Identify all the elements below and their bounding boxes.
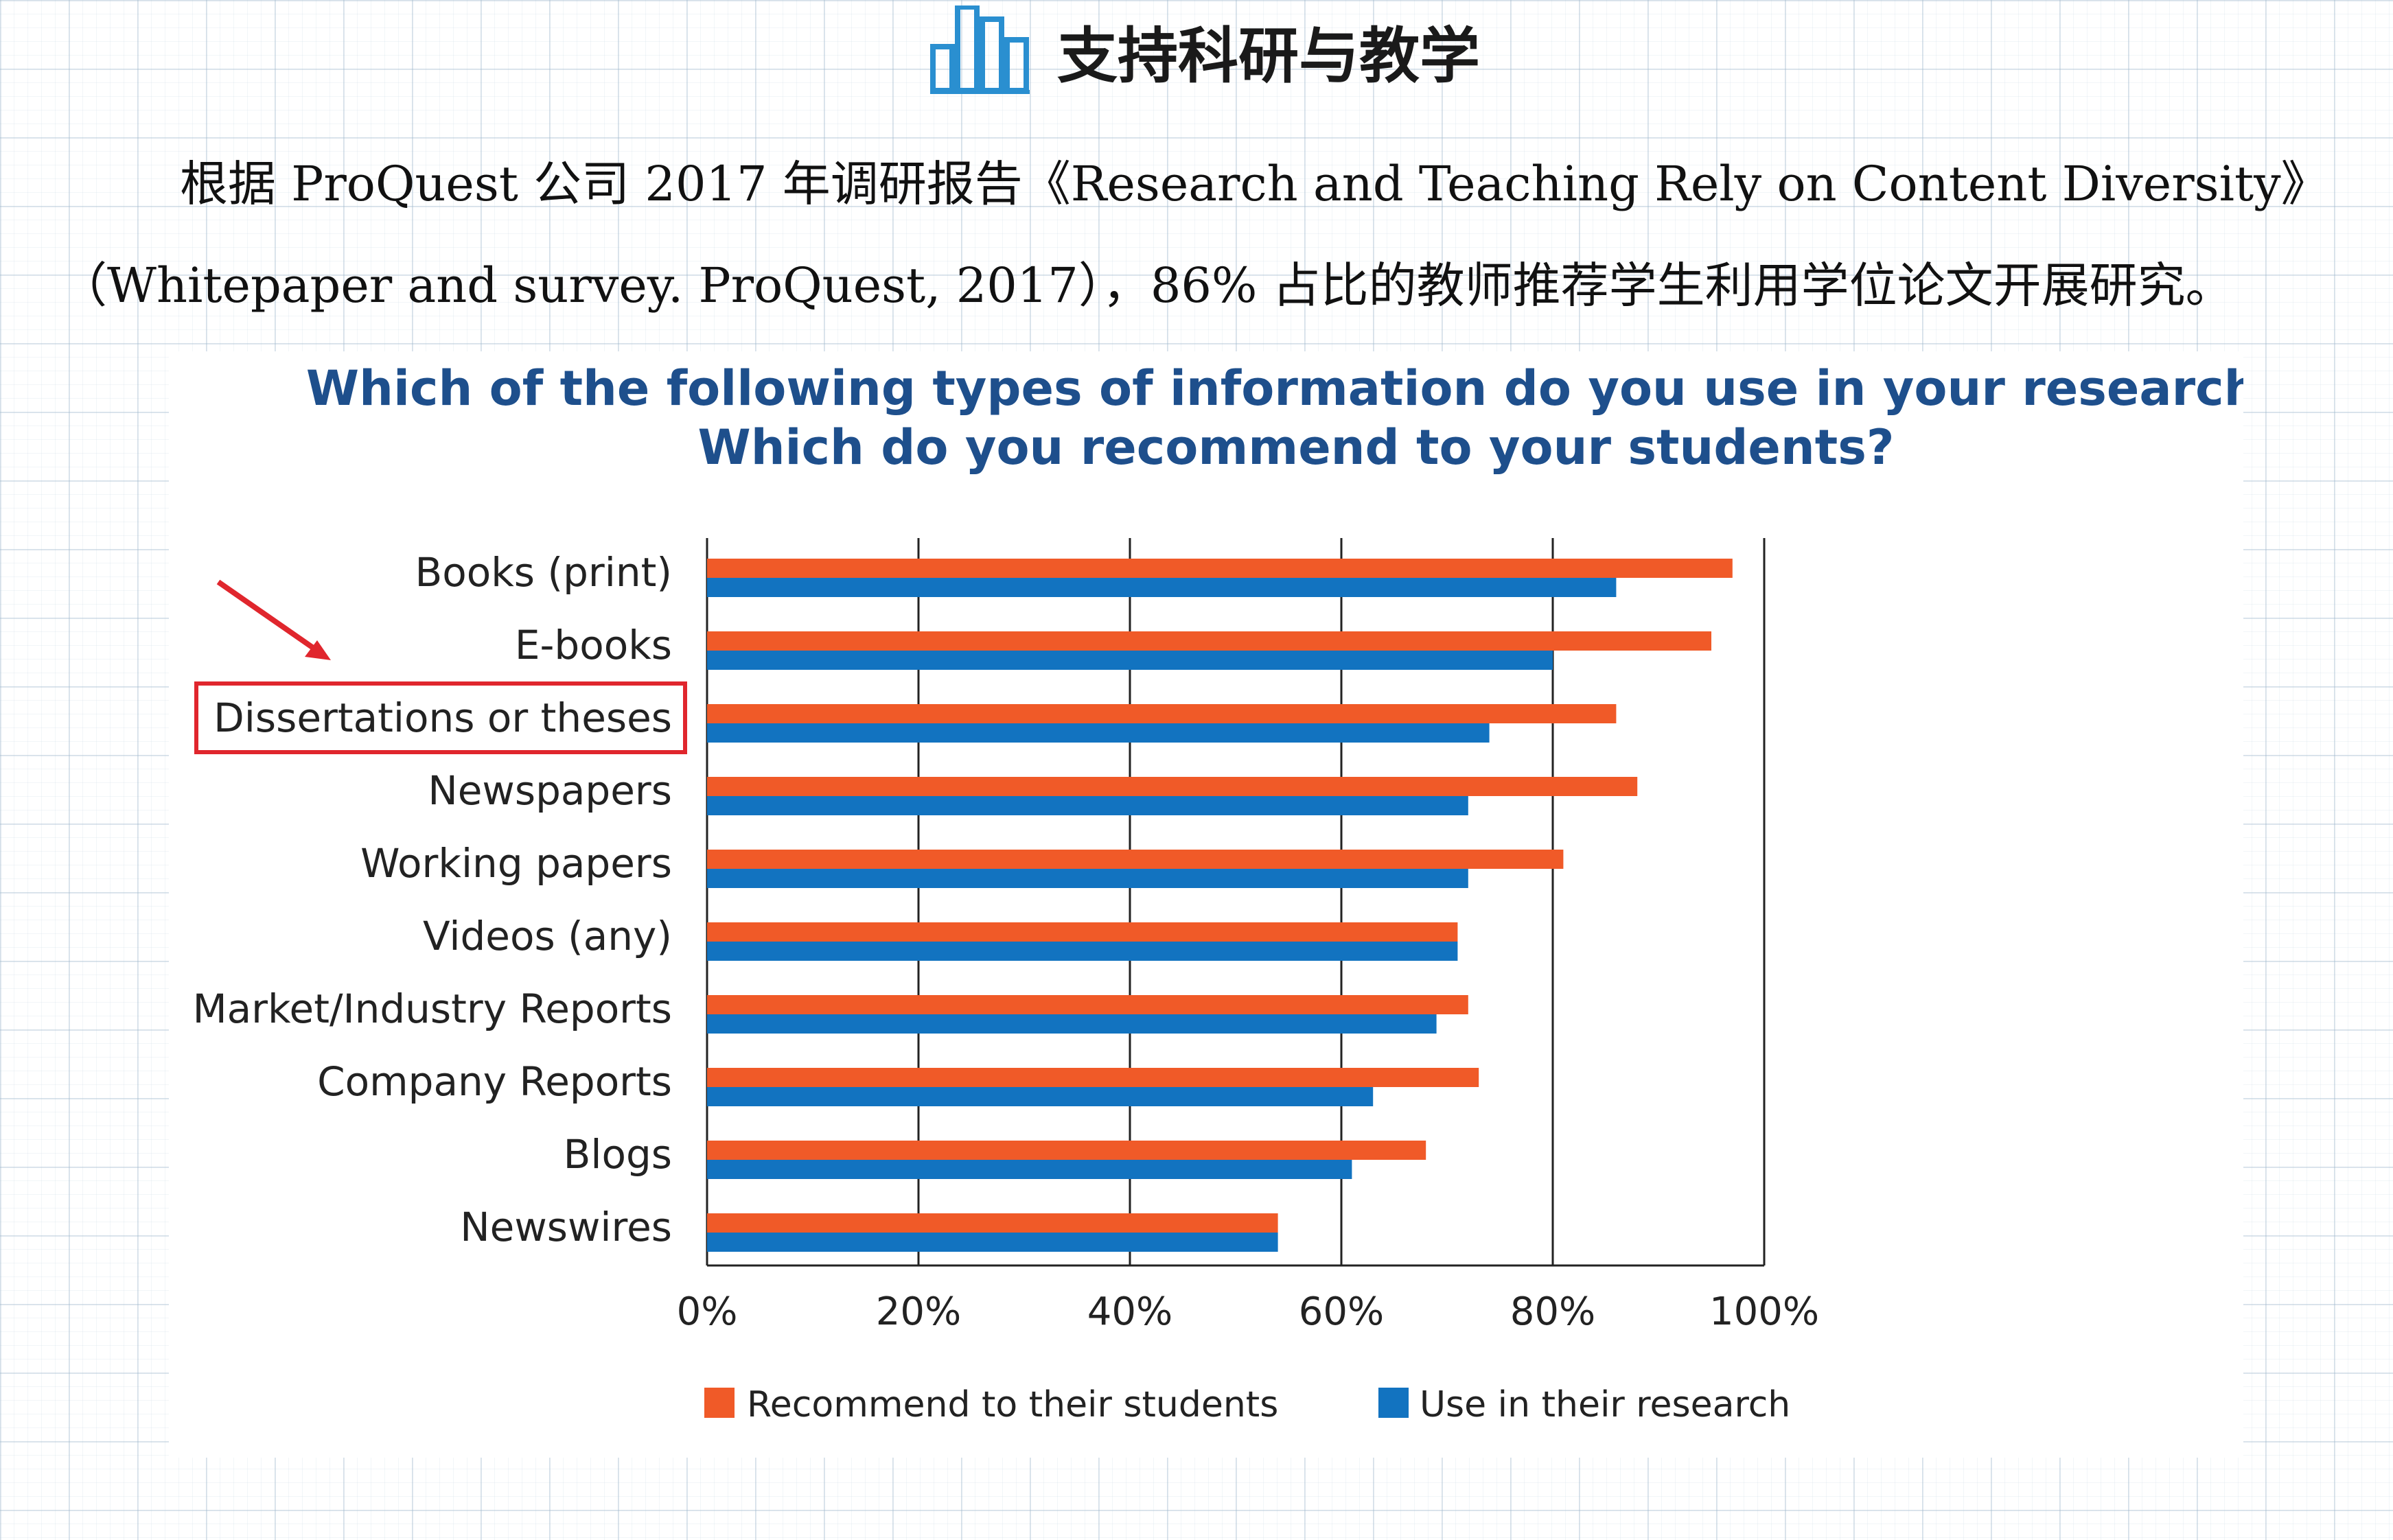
page-header: 支持科研与教学 <box>0 0 2393 110</box>
bars-layer <box>707 559 1733 1252</box>
x-tick-label: 100% <box>1709 1290 1819 1334</box>
intro-line-2: （Whitepaper and survey. ProQuest, 2017），… <box>59 257 2234 314</box>
bar-chart: Which of the following types of informat… <box>193 360 2243 1425</box>
bar-recommend <box>707 995 1468 1014</box>
legend: Recommend to their students Use in their … <box>704 1384 1790 1425</box>
category-label: Market/Industry Reports <box>193 985 672 1032</box>
category-label: Books (print) <box>415 549 672 596</box>
annotations <box>194 579 687 754</box>
bar-recommend <box>707 922 1458 942</box>
category-labels: Books (print) E-books Dissertations or the… <box>193 549 672 1250</box>
bar-recommend <box>707 850 1564 869</box>
category-label: Company Reports <box>317 1058 672 1105</box>
bar-chart-icon <box>930 5 1030 94</box>
bar-use <box>707 942 1458 961</box>
bar-use <box>707 1233 1278 1252</box>
chart-subtitle: Which do you recommend to your students? <box>698 419 1895 476</box>
page-title: 支持科研与教学 <box>1057 21 1481 91</box>
category-label: Videos (any) <box>423 913 672 959</box>
chart-panel: Which of the following types of informat… <box>169 351 2243 1458</box>
x-tick-label: 80% <box>1510 1290 1595 1334</box>
bar-recommend <box>707 1213 1278 1233</box>
intro-line-1: 根据 ProQuest 公司 2017 年调研报告《Research and T… <box>180 156 2329 212</box>
legend-label-recommend: Recommend to their students <box>747 1384 1278 1425</box>
bar-use <box>707 651 1553 670</box>
bar-use <box>707 723 1490 743</box>
bar-use <box>707 1160 1352 1179</box>
arrow-shaft <box>216 579 319 653</box>
highlight-box <box>194 681 687 754</box>
category-label: Dissertations or theses <box>213 695 672 741</box>
bar-use <box>707 796 1468 815</box>
bar-recommend <box>707 1068 1479 1087</box>
x-tick-label: 0% <box>677 1290 738 1334</box>
x-axis-ticks: 0% 20% 40% 60% 80% 100% <box>677 1290 1819 1334</box>
bar-recommend <box>707 559 1733 578</box>
chart-title: Which of the following types of informat… <box>306 360 2243 417</box>
bar-recommend <box>707 777 1638 796</box>
arrow-head <box>305 640 331 660</box>
bar-use <box>707 578 1617 597</box>
bar-recommend <box>707 704 1617 723</box>
bar-use <box>707 1087 1374 1106</box>
category-label: Working papers <box>360 840 672 887</box>
bar-recommend <box>707 1141 1426 1160</box>
category-label: E-books <box>515 622 672 668</box>
x-tick-label: 40% <box>1087 1290 1172 1334</box>
legend-label-use: Use in their research <box>1420 1384 1790 1425</box>
category-label: Blogs <box>564 1131 672 1178</box>
legend-swatch-recommend <box>704 1388 735 1418</box>
x-tick-label: 20% <box>876 1290 961 1334</box>
x-tick-label: 60% <box>1299 1290 1384 1334</box>
bar-recommend <box>707 631 1711 651</box>
bar-use <box>707 869 1468 888</box>
category-label: Newspapers <box>428 767 672 814</box>
bar-use <box>707 1014 1437 1034</box>
legend-swatch-use <box>1378 1388 1409 1418</box>
category-label: Newswires <box>460 1204 672 1250</box>
